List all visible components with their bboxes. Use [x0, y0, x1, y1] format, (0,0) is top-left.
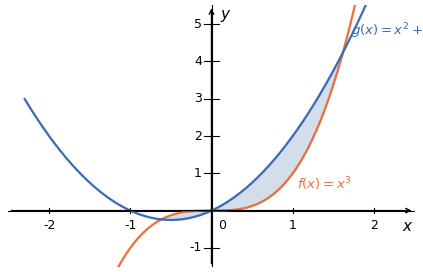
- Text: 1: 1: [194, 167, 202, 180]
- Text: -1: -1: [124, 219, 137, 232]
- Text: -2: -2: [43, 219, 55, 232]
- Text: $f(x) = x^3$: $f(x) = x^3$: [297, 175, 352, 193]
- Text: 0: 0: [218, 219, 226, 232]
- Text: $g(x) = x^2 + x$: $g(x) = x^2 + x$: [351, 22, 423, 41]
- Text: 1: 1: [289, 219, 297, 232]
- Text: 2: 2: [194, 129, 202, 143]
- Text: 4: 4: [194, 55, 202, 68]
- Text: 3: 3: [194, 92, 202, 105]
- Text: $x$: $x$: [402, 219, 414, 234]
- Text: 5: 5: [194, 18, 202, 30]
- Text: 2: 2: [370, 219, 378, 232]
- Text: -1: -1: [190, 242, 202, 254]
- Text: $y$: $y$: [220, 8, 231, 24]
